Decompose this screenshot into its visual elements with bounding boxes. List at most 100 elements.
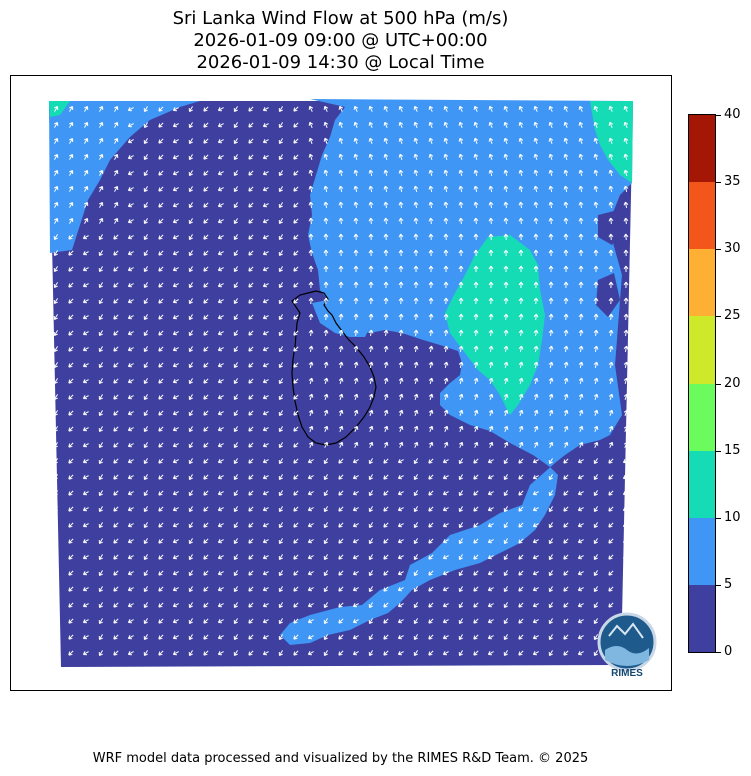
wind-arrow xyxy=(262,475,269,480)
wind-arrow xyxy=(593,377,599,385)
wind-arrow xyxy=(593,506,598,513)
wind-arrow xyxy=(608,441,614,448)
wind-arrow xyxy=(368,121,374,128)
wind-arrow xyxy=(443,329,449,337)
wind-arrow xyxy=(368,153,374,161)
wind-arrow xyxy=(188,426,193,433)
wind-arrow xyxy=(262,491,269,496)
wind-arrow xyxy=(248,506,254,512)
wind-arrow xyxy=(143,170,148,177)
wind-arrow xyxy=(428,474,434,480)
wind-arrow xyxy=(458,474,463,481)
wind-arrow xyxy=(308,441,314,448)
wind-arrow xyxy=(473,377,479,385)
rimes-logo: RIMES xyxy=(597,612,657,678)
wind-arrow xyxy=(278,266,283,273)
wind-arrow xyxy=(217,571,224,576)
wind-arrow xyxy=(158,586,164,592)
wind-arrow xyxy=(473,169,479,177)
wind-arrow xyxy=(262,363,269,368)
wind-arrow xyxy=(188,442,193,449)
wind-arrow xyxy=(68,490,74,496)
wind-arrow xyxy=(593,185,599,193)
wind-arrow xyxy=(338,425,344,432)
wind-arrow xyxy=(172,267,179,272)
wind-arrow xyxy=(548,506,553,513)
wind-arrow xyxy=(353,249,359,257)
wind-arrow xyxy=(397,539,404,544)
wind-arrow xyxy=(398,105,404,112)
wind-arrow xyxy=(98,250,103,257)
wind-arrow xyxy=(308,201,314,209)
wind-arrow xyxy=(578,121,584,128)
wind-arrow xyxy=(428,233,434,241)
wind-arrow xyxy=(473,538,479,544)
wind-arrow xyxy=(203,410,209,416)
wind-arrow xyxy=(487,459,494,464)
wind-arrow xyxy=(518,618,524,624)
wind-arrow xyxy=(307,475,314,480)
wind-arrow xyxy=(172,379,179,384)
wind-arrow xyxy=(68,586,74,592)
wind-arrow xyxy=(503,201,509,209)
wind-arrow xyxy=(608,265,614,273)
wind-arrow xyxy=(458,137,464,144)
wind-arrow xyxy=(503,345,509,353)
colorbar-segment xyxy=(689,249,715,317)
wind-arrow xyxy=(413,233,419,241)
wind-arrow xyxy=(608,586,614,592)
wind-arrow xyxy=(398,249,404,257)
wind-arrow xyxy=(143,250,148,257)
wind-arrow xyxy=(443,105,449,112)
wind-arrow xyxy=(398,217,404,225)
wind-arrow xyxy=(413,570,418,577)
wind-arrow xyxy=(503,602,508,609)
wind-arrow xyxy=(308,137,314,144)
wind-arrow xyxy=(203,186,209,192)
wind-arrow xyxy=(248,442,254,448)
wind-arrow xyxy=(608,169,614,177)
wind-arrow xyxy=(548,169,554,177)
wind-arrow xyxy=(158,602,164,608)
wind-arrow xyxy=(308,361,314,369)
map-title-line-3: 2026-01-09 14:30 @ Local Time xyxy=(196,52,485,73)
wind-arrow xyxy=(578,361,584,369)
wind-arrow xyxy=(548,185,554,193)
wind-arrow xyxy=(548,361,554,369)
wind-arrow xyxy=(518,153,524,161)
wind-arrow xyxy=(428,554,434,560)
wind-arrow xyxy=(503,490,508,497)
wind-arrow xyxy=(293,106,299,112)
wind-arrow xyxy=(577,619,584,624)
wind-arrow xyxy=(293,602,299,608)
wind-arrow xyxy=(293,234,299,240)
wind-arrow xyxy=(533,121,539,128)
wind-arrow xyxy=(353,169,359,177)
wind-arrow xyxy=(203,378,209,384)
wind-arrow xyxy=(563,217,569,225)
wind-arrow xyxy=(248,570,254,576)
wind-arrow xyxy=(458,650,463,657)
wind-arrow xyxy=(113,362,119,368)
wind-arrow xyxy=(203,218,209,224)
wind-arrow xyxy=(308,105,314,112)
wind-arrow xyxy=(428,169,434,177)
wind-arrow xyxy=(442,635,449,640)
wind-arrow xyxy=(368,602,373,609)
wind-arrow xyxy=(217,587,224,592)
wind-arrows xyxy=(53,105,629,657)
wind-arrow xyxy=(68,298,74,304)
wind-arrow xyxy=(158,122,164,128)
wind-arrow xyxy=(308,249,314,257)
wind-arrow xyxy=(383,233,389,241)
wind-arrow xyxy=(323,425,329,432)
wind-arrow xyxy=(248,346,254,352)
wind-arrow xyxy=(442,539,449,544)
wind-arrow xyxy=(563,602,569,608)
wind-arrow xyxy=(518,217,524,225)
wind-arrow xyxy=(338,586,344,592)
wind-arrow xyxy=(353,377,359,385)
wind-arrow xyxy=(428,441,434,448)
wind-arrow xyxy=(353,137,359,144)
wind-arrow xyxy=(623,345,629,353)
